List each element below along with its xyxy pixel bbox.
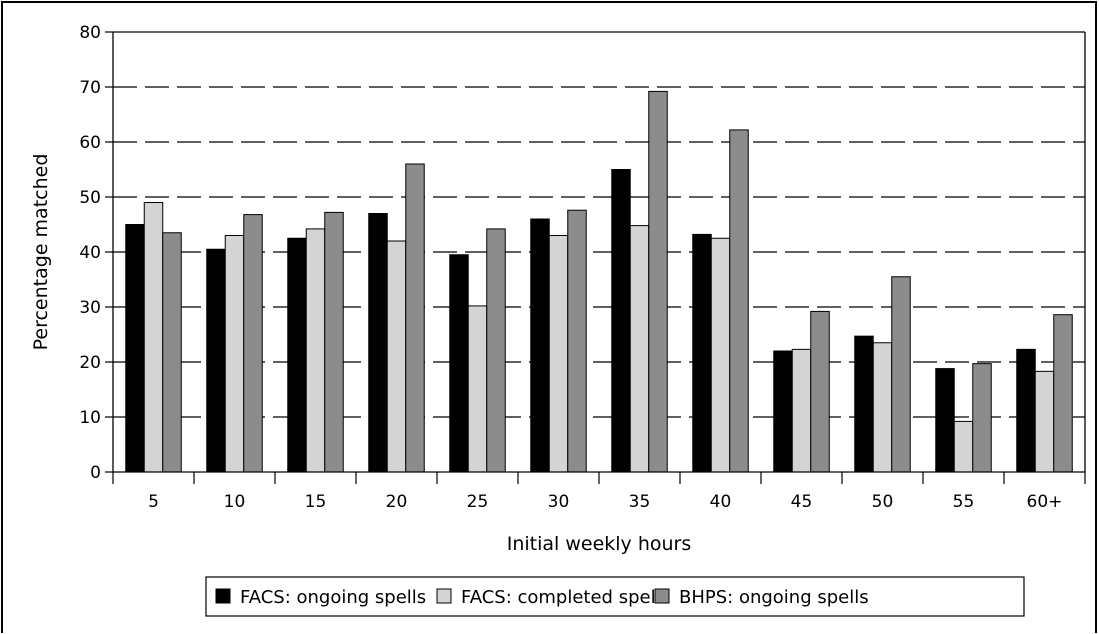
x-tick-label: 30 (548, 492, 570, 512)
y-tick-label: 0 (90, 463, 101, 483)
x-tick-label: 25 (467, 492, 489, 512)
bar (126, 225, 145, 473)
x-tick-label: 55 (953, 492, 975, 512)
y-tick-label: 50 (79, 188, 101, 208)
bar (549, 236, 568, 473)
x-tick-label: 60+ (1027, 492, 1063, 512)
bar (774, 351, 793, 472)
y-axis-title: Percentage matched (30, 154, 52, 351)
x-tick-labels: 5 10 15 20 25 30 35 40 45 50 55 60+ (148, 492, 1062, 512)
bar (730, 130, 749, 472)
bar (1017, 349, 1036, 472)
bar (225, 236, 244, 473)
bars (126, 91, 1073, 472)
bar (612, 170, 631, 473)
bar (531, 219, 550, 472)
legend-swatch (655, 589, 669, 603)
x-axis-title: Initial weekly hours (507, 533, 692, 555)
bar (649, 91, 668, 472)
bar (693, 234, 712, 472)
y-tick-label: 20 (79, 353, 101, 373)
y-tick-label: 80 (79, 23, 101, 43)
bar (568, 210, 587, 472)
legend-label: FACS: completed spells (461, 587, 670, 608)
bar (892, 277, 911, 472)
legend-swatch (216, 589, 230, 603)
legend-swatch (437, 589, 451, 603)
bar (468, 306, 487, 472)
bar (1035, 371, 1054, 472)
bar (855, 336, 874, 472)
bar (450, 255, 469, 472)
bar (325, 212, 344, 472)
bar (811, 311, 830, 472)
bar (306, 229, 325, 472)
legend-label: FACS: ongoing spells (240, 587, 426, 608)
bar (973, 364, 992, 472)
legend: FACS: ongoing spells FACS: completed spel… (206, 577, 1024, 616)
bar (1054, 315, 1073, 472)
x-tick-label: 35 (629, 492, 651, 512)
bar (954, 421, 973, 472)
y-tick-label: 70 (79, 78, 101, 98)
x-tick-label: 50 (872, 492, 894, 512)
y-tick-label: 10 (79, 408, 101, 428)
bar (873, 343, 892, 472)
bar (792, 349, 811, 472)
x-tick-label: 15 (305, 492, 327, 512)
x-tick-label: 10 (224, 492, 246, 512)
x-tick-label: 45 (791, 492, 813, 512)
y-tick-label: 60 (79, 133, 101, 153)
x-tick-label: 20 (386, 492, 408, 512)
y-tick-label: 40 (79, 243, 101, 263)
bar (936, 369, 955, 472)
x-tick-label: 40 (710, 492, 732, 512)
bar (630, 226, 649, 472)
bar (387, 241, 406, 472)
y-tick-labels: 0 10 20 30 40 50 60 70 80 (79, 23, 101, 483)
bar (163, 233, 182, 472)
bar (207, 249, 226, 472)
bar (487, 229, 506, 472)
bar (406, 164, 425, 472)
bar (711, 238, 730, 472)
x-tick-label: 5 (148, 492, 159, 512)
y-tick-label: 30 (79, 298, 101, 318)
bar (288, 238, 307, 472)
bar (244, 215, 263, 472)
bar (369, 214, 388, 473)
bar (144, 203, 163, 473)
legend-label: BHPS: ongoing spells (679, 587, 869, 608)
